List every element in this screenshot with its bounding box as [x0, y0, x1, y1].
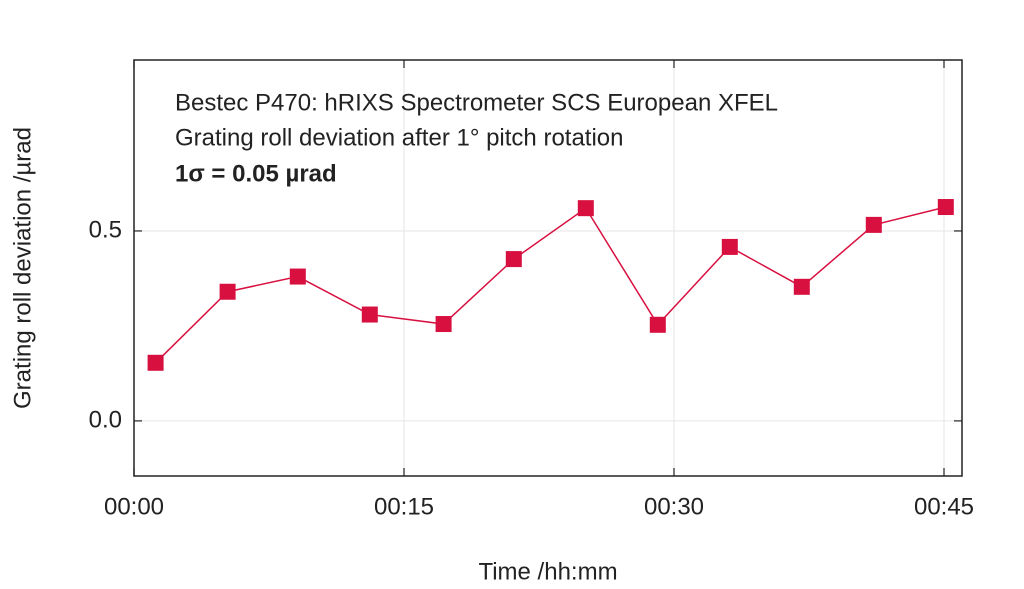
annotation: Bestec P470: hRIXS Spectrometer SCS Euro…: [175, 89, 778, 116]
point: [721, 238, 738, 255]
point: [793, 278, 810, 295]
grid: [133, 60, 962, 476]
point: [435, 316, 452, 333]
x-tick-label: 00:30: [644, 493, 704, 520]
plot-frame: [133, 59, 963, 477]
y-tick-label: 0.0: [89, 406, 122, 433]
annotation: Grating roll deviation after 1° pitch ro…: [175, 124, 624, 151]
x-tick-label: 00:00: [104, 493, 164, 520]
y-axis-label: Grating roll deviation /µrad: [9, 127, 36, 409]
point: [505, 251, 522, 268]
point: [649, 316, 666, 333]
point: [577, 200, 594, 217]
point: [147, 354, 164, 371]
x-tick-label: 00:15: [374, 493, 434, 520]
x-tick-label: 00:45: [914, 493, 974, 520]
point: [865, 216, 882, 233]
point: [361, 306, 378, 323]
point: [219, 283, 236, 300]
annotation: 1σ = 0.05 µrad: [175, 160, 337, 187]
point: [937, 199, 954, 216]
series-line: [155, 206, 946, 364]
y-tick-label: 0.5: [89, 216, 122, 243]
point: [289, 268, 306, 285]
x-axis-label: Time /hh:mm: [478, 558, 617, 585]
